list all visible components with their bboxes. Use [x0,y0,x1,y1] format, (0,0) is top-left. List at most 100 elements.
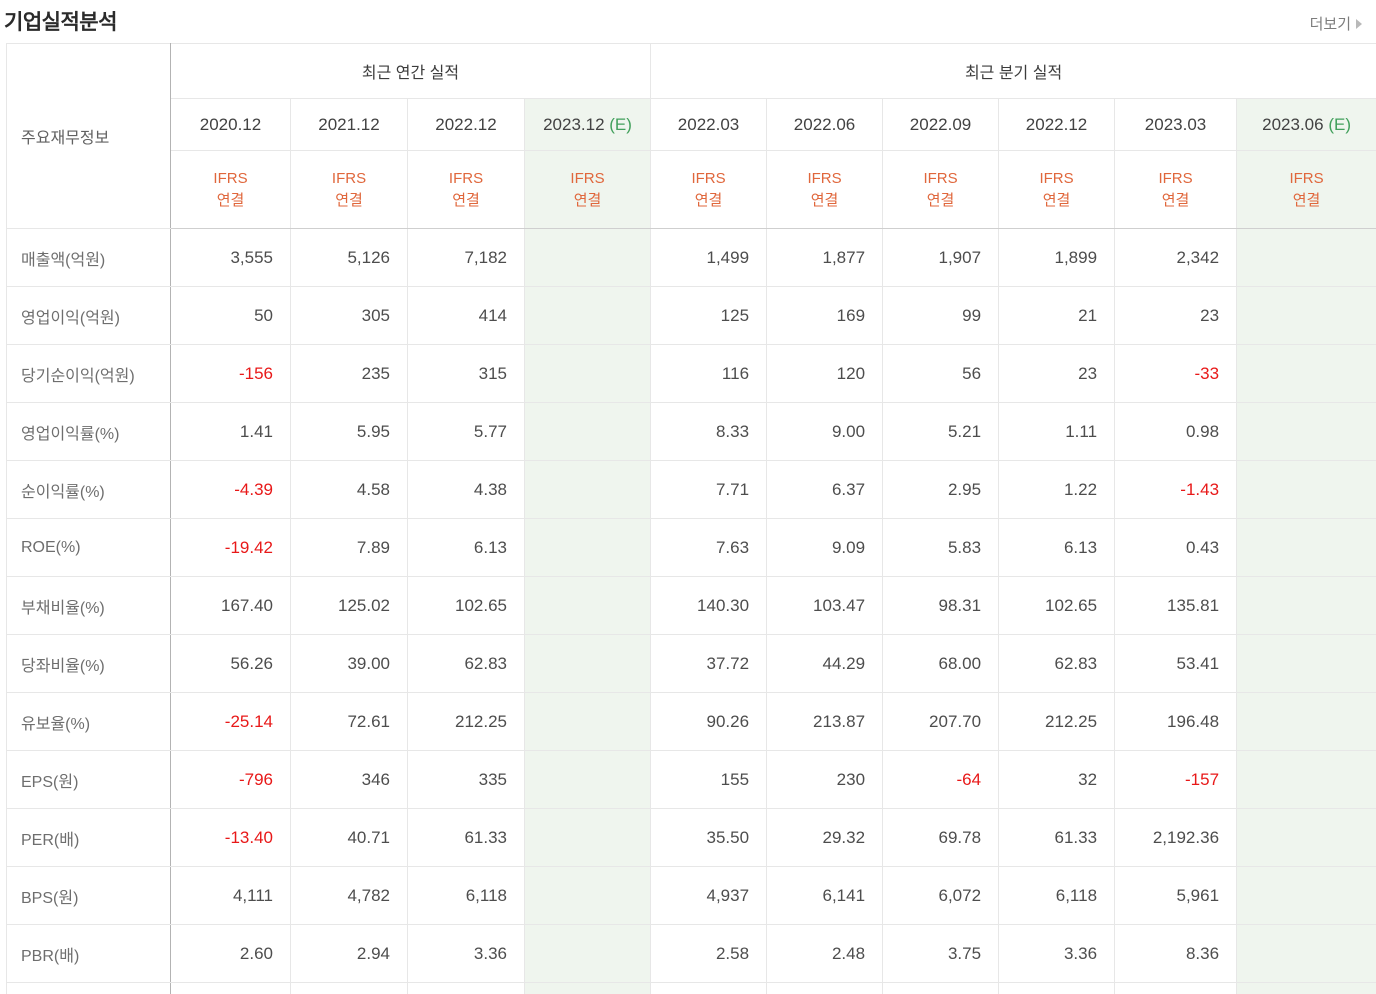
column-header-period: 2021.12 [290,98,408,151]
cell-value: 7.63 [650,518,768,577]
period-label: 2022.09 [909,114,972,134]
row-label [6,982,171,994]
cell-value: 8.33 [650,402,768,461]
cell-value [523,924,652,983]
cell-value [998,982,1116,994]
cell-value: -13.40 [170,808,291,867]
table-row: EPS(원) -796 346 335 155 230 -64 32 -157 [6,750,1376,809]
cell-value: 5.83 [882,518,1000,577]
cell-value: 5.77 [407,402,525,461]
ifrs-basis-label: 연결 [810,191,839,209]
cell-value [523,634,652,693]
cell-value: 1,877 [766,228,884,287]
ifrs-standard-label: IFRS [213,169,248,187]
row-label: 당기순이익(억원) [6,344,171,403]
row-label: 영업이익(억원) [6,286,171,345]
cell-value: 4,782 [290,866,408,925]
cell-value: 7.89 [290,518,408,577]
cell-value [523,518,652,577]
cell-value: -157 [1114,750,1238,809]
table-row: 당좌비율(%) 56.26 39.00 62.83 37.72 44.29 68.00 62.… [6,634,1376,693]
ifrs-standard-label: IFRS [331,169,367,187]
chevron-right-icon [1356,18,1362,29]
cell-value: 414 [407,286,525,345]
cell-value: 6,118 [407,866,525,925]
more-link-label: 더보기 [1309,16,1351,33]
cell-value: 69.78 [882,808,1000,867]
cell-value: 4.38 [407,460,525,519]
row-label: PBR(배) [6,924,171,983]
cell-value: 1.22 [998,460,1116,519]
cell-value: 125 [650,286,768,345]
cell-value: -64 [882,750,1000,809]
cell-value [523,344,652,403]
cell-value: 5,961 [1114,866,1238,925]
cell-value: 5.21 [882,402,1000,461]
cell-value: -1.43 [1114,460,1238,519]
ifrs-basis-label: 연결 [573,191,602,209]
column-header-period: 2022.06 [766,98,884,151]
more-link[interactable]: 더보기 [1310,13,1362,34]
cell-value: 99 [882,286,1000,345]
ifrs-standard-label: IFRS [1158,169,1193,187]
cell-value [1236,866,1376,925]
period-label: 2023.12 [543,114,605,134]
cell-value: 56 [882,344,1000,403]
row-label: 영업이익률(%) [6,402,171,461]
row-label: 당좌비율(%) [6,634,171,693]
cell-value: 0.98 [1114,402,1238,461]
table-body: 매출액(억원) 3,555 5,126 7,182 1,499 1,877 1,907 1,8… [6,228,1376,994]
cell-value: 5,126 [290,228,408,287]
cell-value: 207.70 [882,692,1000,751]
cell-value: 35.50 [650,808,768,867]
cell-value: 9.09 [766,518,884,577]
cell-value: 2.60 [170,924,291,983]
cell-value: -796 [170,750,291,809]
cell-value [650,982,768,994]
cell-value: 0.43 [1114,518,1238,577]
cell-value: 230 [766,750,884,809]
column-header-period: 2020.12 [170,98,291,151]
cell-value [1236,518,1376,577]
cell-value: 56.26 [170,634,291,693]
cell-value: 135.81 [1114,576,1238,635]
cell-value: 68.00 [882,634,1000,693]
cell-value: 103.47 [766,576,884,635]
cell-value: 196.48 [1114,692,1238,751]
row-label: ROE(%) [6,518,171,577]
period-label: 2023.03 [1144,114,1207,134]
cell-value: 72.61 [290,692,408,751]
cell-value: 40.71 [290,808,408,867]
ifrs-standard-label: IFRS [448,169,484,187]
cell-value: 90.26 [650,692,768,751]
cell-value: 5.95 [290,402,408,461]
cell-value: 98.31 [882,576,1000,635]
group-header-annual: 최근 연간 실적 [169,43,652,99]
table-row: ROE(%) -19.42 7.89 6.13 7.63 9.09 5.83 6.13 0.43 [6,518,1376,577]
cell-value: -33 [1114,344,1238,403]
cell-value: 3.36 [407,924,525,983]
ifrs-basis-label: 연결 [216,191,245,209]
table-row: 매출액(억원) 3,555 5,126 7,182 1,499 1,877 1,907 1,8… [6,228,1376,287]
page-title: 기업실적분석 [4,11,117,34]
column-header-period: 2023.03 [1114,98,1238,151]
cell-value: 102.65 [407,576,525,635]
cell-value: 6.37 [766,460,884,519]
ifrs-standard-label: IFRS [1289,169,1324,187]
ifrs-basis-label: 연결 [926,191,955,209]
cell-value: 3,555 [170,228,291,287]
cell-value [523,228,652,287]
cell-value: 2.94 [290,924,408,983]
table-row: BPS(원) 4,111 4,782 6,118 4,937 6,141 6,072 6,11… [6,866,1376,925]
cell-value: 2.48 [766,924,884,983]
table-row: 부채비율(%) 167.40 125.02 102.65 140.30 103.47 98.… [6,576,1376,635]
cell-value: -19.42 [170,518,291,577]
corner-header: 주요재무정보 [6,43,171,229]
estimate-mark: (E) [1328,114,1351,134]
cell-value [523,808,652,867]
table-row: PER(배) -13.40 40.71 61.33 35.50 29.32 69.78 61.… [6,808,1376,867]
ifrs-standard-label: IFRS [1039,169,1074,187]
cell-value: 39.00 [290,634,408,693]
cell-value [407,982,525,994]
cell-value: 6,141 [766,866,884,925]
